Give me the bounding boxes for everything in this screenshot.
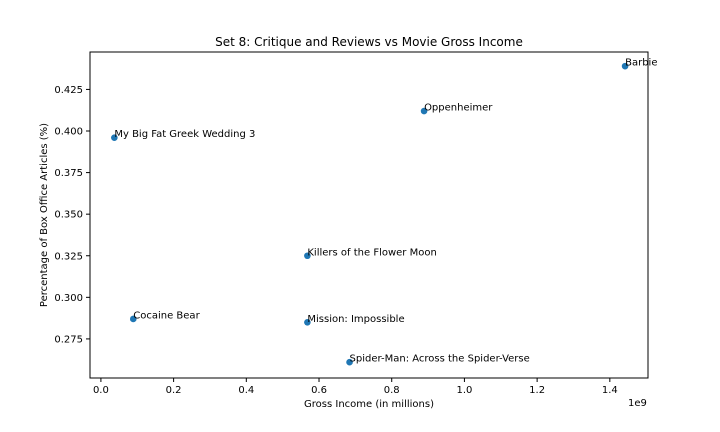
data-point: [111, 134, 118, 141]
chart-title: Set 8: Critique and Reviews vs Movie Gro…: [215, 35, 523, 49]
y-tick-label: 0.300: [54, 293, 83, 304]
y-tick-label: 0.325: [54, 251, 83, 262]
point-label: Barbie: [625, 58, 657, 69]
y-tick-label: 0.375: [54, 168, 83, 179]
data-point: [304, 252, 311, 260]
x-tick-label: 0.0: [93, 385, 109, 396]
x-tick-label: 1.0: [456, 385, 472, 396]
y-tick-label: 0.400: [54, 127, 83, 138]
data-points: [111, 62, 629, 366]
data-point: [420, 107, 428, 115]
y-axis-ticks: 0.275 0.300 0.325 0.350 0.375 0.400 0.425: [54, 85, 90, 345]
x-tick-label: 0.2: [166, 385, 182, 396]
x-axis-offset-text: 1e9: [628, 398, 647, 409]
data-point: [621, 62, 629, 70]
data-point: [304, 318, 311, 326]
point-label: My Big Fat Greek Wedding 3: [114, 129, 255, 140]
x-tick-label: 0.4: [238, 385, 254, 396]
point-label: Oppenheimer: [424, 103, 493, 114]
x-tick-label: 0.8: [384, 385, 400, 396]
x-tick-label: 0.6: [311, 385, 327, 396]
y-tick-label: 0.275: [54, 334, 83, 345]
data-point: [129, 315, 137, 323]
point-label: Mission: Impossible: [307, 314, 404, 325]
x-tick-label: 1.4: [602, 385, 618, 396]
y-tick-label: 0.350: [54, 210, 83, 221]
plot-area: [89, 51, 649, 379]
y-axis-label: Percentage of Box Office Articles (%): [39, 123, 50, 307]
point-label: Killers of the Flower Moon: [307, 247, 436, 258]
point-label: Spider-Man: Across the Spider-Verse: [350, 354, 530, 365]
point-labels: Barbie Oppenheimer My Big Fat Greek Weddin…: [114, 58, 657, 365]
x-tick-label: 1.2: [529, 385, 545, 396]
y-tick-label: 0.425: [54, 85, 83, 96]
data-point: [346, 358, 353, 366]
x-axis-ticks: 0.0 0.2 0.4 0.6 0.8 1.0 1.2 1.4: [93, 378, 618, 396]
x-axis-label: Gross Income (in millions): [304, 399, 434, 410]
point-label: Cocaine Bear: [133, 310, 200, 321]
